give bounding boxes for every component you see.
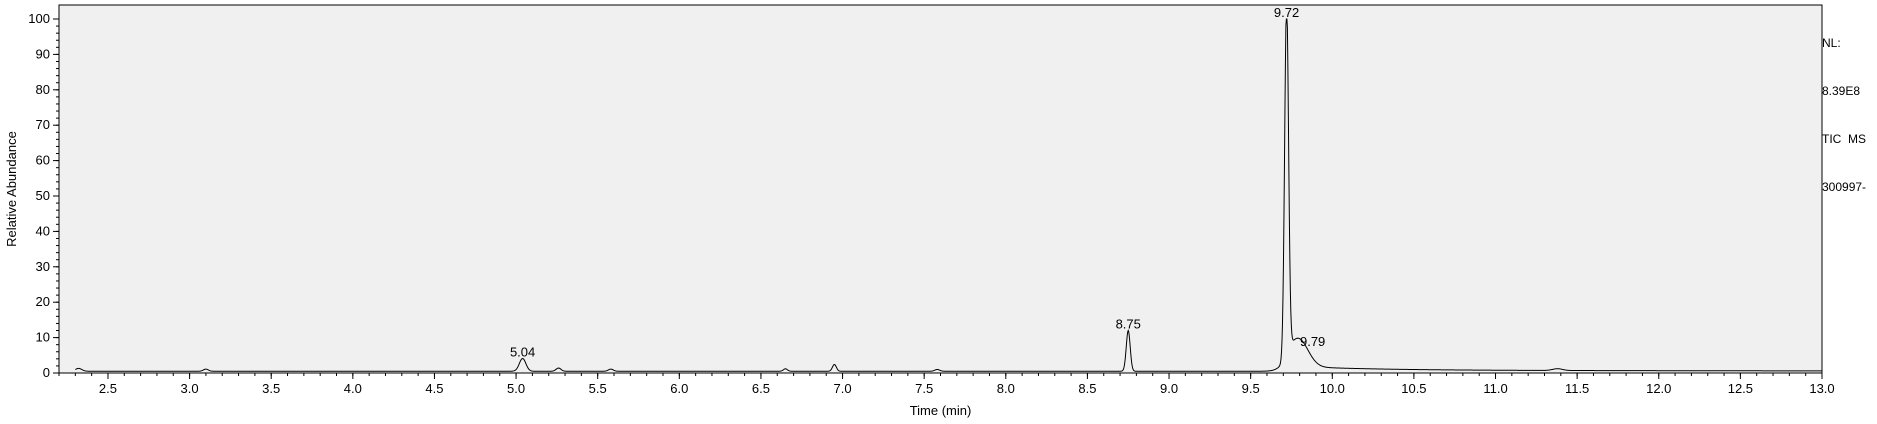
x-tick-label: 9.5	[1242, 381, 1260, 396]
y-tick-label: 10	[36, 330, 50, 345]
y-tick-label: 40	[36, 223, 50, 238]
axes: 2.5 3.0 3.5 4.0 4.5 5.0 5.5 6.0 6.5 7.0 7.5 8.0 8.5 9…	[28, 4, 1835, 396]
x-tick-label: 2.5	[99, 381, 117, 396]
side-info-nl-value: 8.39E8	[1822, 84, 1861, 98]
labels: 5.04 8.75 9.72 9.79	[510, 5, 1325, 359]
x-tick-label: 10.0	[1320, 381, 1345, 396]
y-tick-label: 20	[36, 294, 50, 309]
x-tick-label: 6.5	[752, 381, 770, 396]
y-tick-label: 0	[43, 365, 50, 380]
side-info-file-name: 300997-	[1822, 180, 1867, 194]
y-tick-label: 60	[36, 153, 50, 168]
y-tick-label: 80	[36, 82, 50, 97]
side-info-scan-type: TIC MS	[1822, 132, 1866, 146]
x-tick-label: 3.0	[181, 381, 199, 396]
x-tick-label: 11.5	[1565, 381, 1589, 396]
trace-group	[75, 18, 1822, 372]
x-tick-label: 9.0	[1160, 381, 1178, 396]
x-tick-label: 13.0	[1809, 381, 1834, 396]
peak-label: 9.79	[1300, 334, 1325, 349]
x-tick-label: 5.5	[589, 381, 607, 396]
y-tick-label: 50	[36, 188, 50, 203]
x-tick-label: 12.0	[1646, 381, 1671, 396]
x-tick-label: 10.5	[1401, 381, 1426, 396]
x-tick-label: 7.0	[834, 381, 852, 396]
x-tick-label: 12.5	[1728, 381, 1753, 396]
side-info-nl-label: NL:	[1822, 36, 1841, 50]
peak-label: 5.04	[510, 344, 535, 359]
y-tick-label: 100	[28, 11, 50, 26]
tic-trace	[75, 18, 1822, 372]
y-axis-title: Relative Abundance	[4, 131, 19, 247]
x-tick-label: 7.5	[915, 381, 933, 396]
x-tick-label: 3.5	[262, 381, 280, 396]
x-tick-label: 5.0	[507, 381, 525, 396]
side-info: NL: 8.39E8 TIC MS 300997-	[1822, 3, 1866, 211]
y-tick-label: 70	[36, 117, 50, 132]
x-tick-label: 4.5	[425, 381, 443, 396]
peak-label: 9.72	[1274, 5, 1299, 20]
y-tick-label: 90	[36, 46, 50, 61]
peak-label: 8.75	[1116, 316, 1141, 331]
x-tick-label: 6.0	[670, 381, 688, 396]
x-axis-title: Time (min)	[910, 403, 972, 418]
x-tick-label: 11.0	[1483, 381, 1507, 396]
plot-area	[59, 5, 1822, 373]
x-tick-label: 4.0	[344, 381, 362, 396]
x-tick-label: 8.5	[1078, 381, 1096, 396]
x-tick-label: 8.0	[997, 381, 1015, 396]
y-tick-label: 30	[36, 259, 50, 274]
